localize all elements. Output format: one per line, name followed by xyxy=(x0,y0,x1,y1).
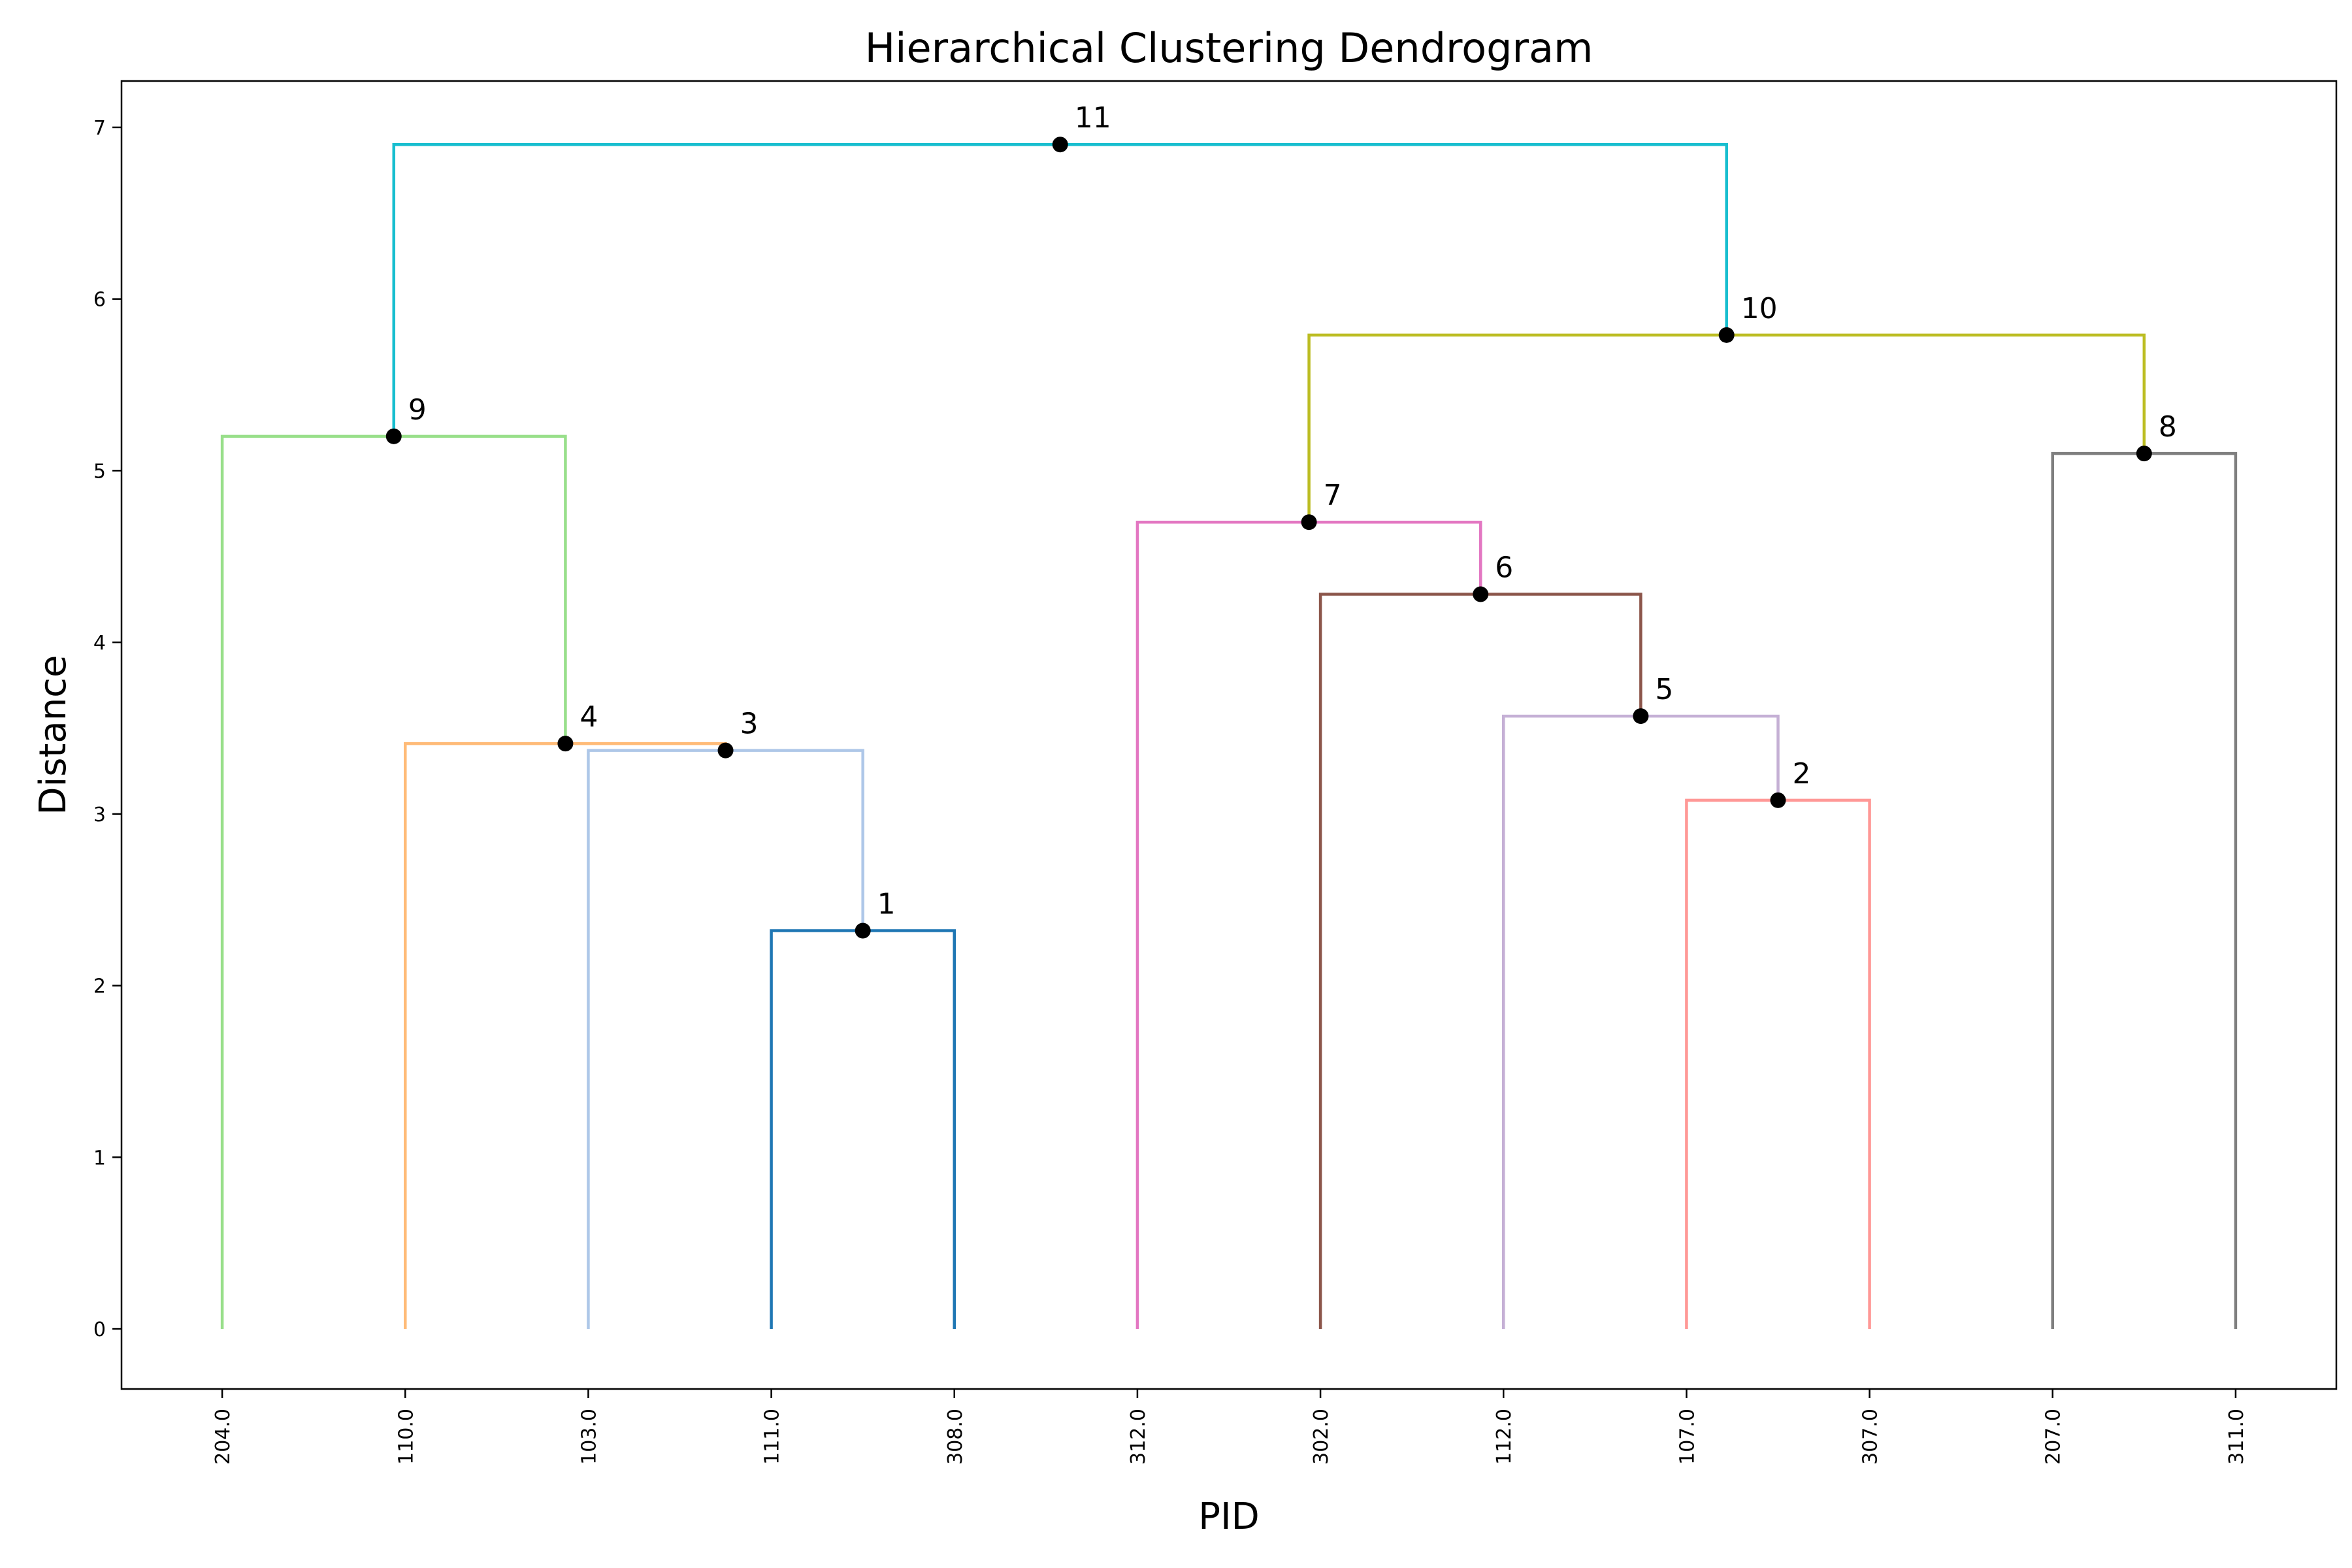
y-tick-label: 1 xyxy=(93,1147,106,1169)
y-tick-label: 5 xyxy=(93,460,106,483)
dendrogram-link-6 xyxy=(1318,593,1642,1330)
dendrogram-link-5 xyxy=(1501,714,1780,1330)
dendrogram-link-10 xyxy=(1307,333,2146,523)
dendrogram-link-11 xyxy=(392,142,1728,436)
x-tick-label-leaf: 311.0 xyxy=(2225,1409,2248,1465)
merge-node-label-11: 11 xyxy=(1075,101,1111,135)
merge-node-label-1: 1 xyxy=(877,888,896,921)
x-tick-label-leaf: 207.0 xyxy=(2042,1409,2065,1465)
plot-area-frame xyxy=(120,80,2338,1390)
merge-node-label-5: 5 xyxy=(1655,673,1673,706)
x-tick-label-leaf: 302.0 xyxy=(1310,1409,1333,1465)
merge-node-label-2: 2 xyxy=(1792,757,1810,791)
merge-node-11 xyxy=(1052,137,1068,153)
y-tick-label: 0 xyxy=(93,1318,106,1341)
x-tick-label-leaf: 308.0 xyxy=(944,1409,967,1465)
x-tick-label-leaf: 307.0 xyxy=(1859,1409,1882,1465)
y-tick-label: 4 xyxy=(93,632,106,655)
chart-title: Hierarchical Clustering Dendrogram xyxy=(865,24,1593,72)
x-axis: 204.0 110.0 103.0 111.0 308.0 312.0 302.0 112.0… xyxy=(212,1389,2248,1465)
x-tick-label-leaf: 107.0 xyxy=(1676,1409,1699,1465)
y-tick-label: 6 xyxy=(93,289,106,312)
merge-node-2 xyxy=(1770,792,1786,808)
x-axis-title: PID xyxy=(1198,1495,1259,1538)
merge-node-9 xyxy=(385,428,402,444)
dendrogram-nodes: 1 2 3 4 5 6 7 8 9 10 11 xyxy=(385,101,2177,939)
y-axis: 0 1 2 3 4 5 6 7 xyxy=(93,117,122,1341)
merge-node-3 xyxy=(717,742,734,759)
merge-node-10 xyxy=(1718,327,1735,343)
x-tick-label-leaf: 103.0 xyxy=(578,1409,600,1465)
merge-node-8 xyxy=(2136,446,2152,462)
merge-node-label-7: 7 xyxy=(1324,479,1342,512)
merge-node-label-9: 9 xyxy=(408,393,427,427)
merge-node-label-6: 6 xyxy=(1495,551,1513,585)
x-tick-label-leaf: 312.0 xyxy=(1127,1409,1150,1465)
dendrogram-link-3 xyxy=(587,749,864,1330)
merge-node-7 xyxy=(1301,514,1317,531)
x-tick-label-leaf: 204.0 xyxy=(212,1409,235,1465)
y-tick-label: 3 xyxy=(93,804,106,826)
merge-node-label-3: 3 xyxy=(740,708,759,741)
x-tick-label-leaf: 112.0 xyxy=(1493,1409,1516,1465)
y-axis-title: Distance xyxy=(32,655,74,815)
merge-node-4 xyxy=(557,736,574,752)
merge-node-1 xyxy=(855,923,871,939)
merge-node-label-10: 10 xyxy=(1741,292,1778,325)
dendrogram-link-7 xyxy=(1135,520,1482,1330)
dendrogram-links xyxy=(220,142,2238,1330)
dendrogram-link-4 xyxy=(404,742,727,1330)
merge-node-label-4: 4 xyxy=(580,700,598,734)
y-tick-label: 2 xyxy=(93,975,106,998)
dendrogram-link-8 xyxy=(2051,451,2238,1330)
x-tick-label-leaf: 111.0 xyxy=(761,1409,784,1465)
merge-node-label-8: 8 xyxy=(2159,410,2177,444)
dendrogram-link-9 xyxy=(220,434,567,1330)
dendrogram-link-2 xyxy=(1685,798,1871,1330)
dendrogram-link-1 xyxy=(770,929,956,1330)
y-tick-label: 7 xyxy=(93,117,106,140)
merge-node-5 xyxy=(1633,708,1649,725)
x-tick-label-leaf: 110.0 xyxy=(395,1409,417,1465)
merge-node-6 xyxy=(1473,586,1489,602)
